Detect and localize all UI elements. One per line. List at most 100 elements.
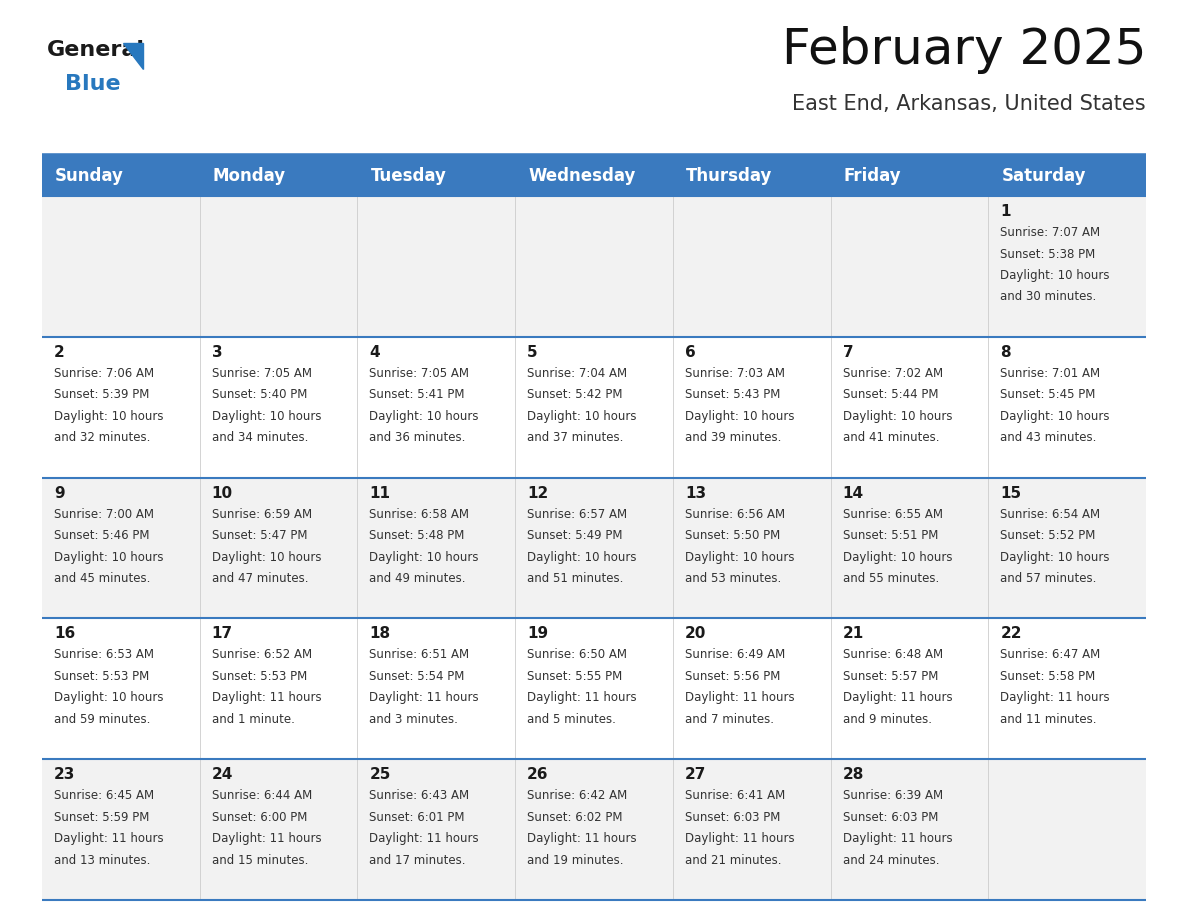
FancyBboxPatch shape — [42, 619, 1146, 759]
Text: Sunset: 5:42 PM: Sunset: 5:42 PM — [527, 388, 623, 401]
Text: 18: 18 — [369, 626, 391, 642]
Text: Sunset: 5:41 PM: Sunset: 5:41 PM — [369, 388, 465, 401]
Text: and 34 minutes.: and 34 minutes. — [211, 431, 308, 444]
Text: Sunset: 5:51 PM: Sunset: 5:51 PM — [842, 529, 939, 543]
Text: Sunset: 5:58 PM: Sunset: 5:58 PM — [1000, 670, 1095, 683]
Text: Sunrise: 6:53 AM: Sunrise: 6:53 AM — [53, 648, 154, 661]
Text: Daylight: 10 hours: Daylight: 10 hours — [211, 551, 321, 564]
Text: Daylight: 10 hours: Daylight: 10 hours — [842, 409, 952, 423]
Text: Sunset: 6:01 PM: Sunset: 6:01 PM — [369, 811, 465, 823]
FancyBboxPatch shape — [42, 196, 1146, 337]
FancyBboxPatch shape — [42, 156, 200, 196]
Text: 28: 28 — [842, 767, 864, 782]
Text: Sunrise: 7:03 AM: Sunrise: 7:03 AM — [684, 367, 785, 380]
Text: 27: 27 — [684, 767, 706, 782]
Text: and 9 minutes.: and 9 minutes. — [842, 713, 931, 726]
Text: 6: 6 — [684, 345, 696, 360]
Text: 4: 4 — [369, 345, 380, 360]
Text: 2: 2 — [53, 345, 65, 360]
Text: Daylight: 11 hours: Daylight: 11 hours — [1000, 691, 1110, 704]
Text: and 53 minutes.: and 53 minutes. — [684, 572, 781, 585]
Text: Daylight: 10 hours: Daylight: 10 hours — [53, 551, 164, 564]
Text: Sunset: 5:47 PM: Sunset: 5:47 PM — [211, 529, 308, 543]
Text: Sunset: 5:40 PM: Sunset: 5:40 PM — [211, 388, 307, 401]
Text: 11: 11 — [369, 486, 391, 500]
Text: Sunset: 5:38 PM: Sunset: 5:38 PM — [1000, 248, 1095, 261]
Text: Sunrise: 6:51 AM: Sunrise: 6:51 AM — [369, 648, 469, 661]
Text: and 30 minutes.: and 30 minutes. — [1000, 290, 1097, 304]
Text: 1: 1 — [1000, 204, 1011, 219]
Text: Daylight: 11 hours: Daylight: 11 hours — [684, 691, 795, 704]
Text: Sunrise: 7:05 AM: Sunrise: 7:05 AM — [211, 367, 311, 380]
Text: Daylight: 10 hours: Daylight: 10 hours — [369, 551, 479, 564]
Text: Daylight: 10 hours: Daylight: 10 hours — [527, 551, 637, 564]
Text: and 1 minute.: and 1 minute. — [211, 713, 295, 726]
Text: Tuesday: Tuesday — [371, 167, 447, 185]
Text: Sunset: 6:03 PM: Sunset: 6:03 PM — [842, 811, 939, 823]
Text: Daylight: 10 hours: Daylight: 10 hours — [53, 409, 164, 423]
Text: Daylight: 11 hours: Daylight: 11 hours — [211, 833, 321, 845]
Text: Sunset: 5:59 PM: Sunset: 5:59 PM — [53, 811, 150, 823]
Text: and 51 minutes.: and 51 minutes. — [527, 572, 624, 585]
Text: Sunrise: 6:59 AM: Sunrise: 6:59 AM — [211, 508, 311, 521]
Text: Sunrise: 6:57 AM: Sunrise: 6:57 AM — [527, 508, 627, 521]
Text: and 13 minutes.: and 13 minutes. — [53, 854, 151, 867]
Text: Sunset: 5:57 PM: Sunset: 5:57 PM — [842, 670, 939, 683]
Text: and 49 minutes.: and 49 minutes. — [369, 572, 466, 585]
Text: 8: 8 — [1000, 345, 1011, 360]
Text: and 37 minutes.: and 37 minutes. — [527, 431, 624, 444]
Text: and 39 minutes.: and 39 minutes. — [684, 431, 782, 444]
Text: Blue: Blue — [65, 74, 121, 94]
Text: Sunrise: 7:07 AM: Sunrise: 7:07 AM — [1000, 226, 1100, 239]
Text: 25: 25 — [369, 767, 391, 782]
Text: 20: 20 — [684, 626, 706, 642]
FancyBboxPatch shape — [830, 156, 988, 196]
Text: Sunrise: 7:05 AM: Sunrise: 7:05 AM — [369, 367, 469, 380]
Polygon shape — [124, 43, 143, 69]
Text: 13: 13 — [684, 486, 706, 500]
Text: Sunrise: 7:04 AM: Sunrise: 7:04 AM — [527, 367, 627, 380]
Text: and 21 minutes.: and 21 minutes. — [684, 854, 782, 867]
Text: Daylight: 10 hours: Daylight: 10 hours — [211, 409, 321, 423]
Text: Sunset: 5:43 PM: Sunset: 5:43 PM — [684, 388, 781, 401]
Text: Daylight: 10 hours: Daylight: 10 hours — [684, 409, 795, 423]
Text: Monday: Monday — [213, 167, 286, 185]
Text: 9: 9 — [53, 486, 64, 500]
Text: 23: 23 — [53, 767, 75, 782]
Text: and 47 minutes.: and 47 minutes. — [211, 572, 308, 585]
Text: Sunset: 5:50 PM: Sunset: 5:50 PM — [684, 529, 781, 543]
Text: 14: 14 — [842, 486, 864, 500]
Text: Sunrise: 6:49 AM: Sunrise: 6:49 AM — [684, 648, 785, 661]
Text: 10: 10 — [211, 486, 233, 500]
Text: Sunrise: 6:52 AM: Sunrise: 6:52 AM — [211, 648, 311, 661]
Text: and 15 minutes.: and 15 minutes. — [211, 854, 308, 867]
Text: Sunrise: 6:44 AM: Sunrise: 6:44 AM — [211, 789, 312, 802]
Text: Thursday: Thursday — [685, 167, 772, 185]
Text: Sunset: 5:45 PM: Sunset: 5:45 PM — [1000, 388, 1095, 401]
Text: February 2025: February 2025 — [782, 26, 1146, 74]
Text: Sunset: 5:53 PM: Sunset: 5:53 PM — [211, 670, 307, 683]
Text: Daylight: 10 hours: Daylight: 10 hours — [527, 409, 637, 423]
Text: East End, Arkansas, United States: East End, Arkansas, United States — [792, 94, 1146, 114]
Text: and 3 minutes.: and 3 minutes. — [369, 713, 459, 726]
Text: Sunrise: 6:55 AM: Sunrise: 6:55 AM — [842, 508, 942, 521]
Text: and 17 minutes.: and 17 minutes. — [369, 854, 466, 867]
Text: and 5 minutes.: and 5 minutes. — [527, 713, 617, 726]
Text: and 57 minutes.: and 57 minutes. — [1000, 572, 1097, 585]
Text: Saturday: Saturday — [1001, 167, 1086, 185]
Text: Sunset: 6:03 PM: Sunset: 6:03 PM — [684, 811, 781, 823]
Text: Daylight: 11 hours: Daylight: 11 hours — [842, 833, 953, 845]
Text: Sunset: 5:48 PM: Sunset: 5:48 PM — [369, 529, 465, 543]
Text: Sunrise: 6:48 AM: Sunrise: 6:48 AM — [842, 648, 943, 661]
FancyBboxPatch shape — [42, 337, 1146, 477]
Text: Wednesday: Wednesday — [529, 167, 636, 185]
Text: Sunrise: 7:00 AM: Sunrise: 7:00 AM — [53, 508, 154, 521]
Text: 22: 22 — [1000, 626, 1022, 642]
Text: Sunrise: 6:58 AM: Sunrise: 6:58 AM — [369, 508, 469, 521]
Text: Daylight: 11 hours: Daylight: 11 hours — [369, 833, 479, 845]
Text: 17: 17 — [211, 626, 233, 642]
Text: Daylight: 10 hours: Daylight: 10 hours — [684, 551, 795, 564]
Text: 7: 7 — [842, 345, 853, 360]
Text: Sunset: 5:49 PM: Sunset: 5:49 PM — [527, 529, 623, 543]
Text: Sunset: 6:00 PM: Sunset: 6:00 PM — [211, 811, 307, 823]
